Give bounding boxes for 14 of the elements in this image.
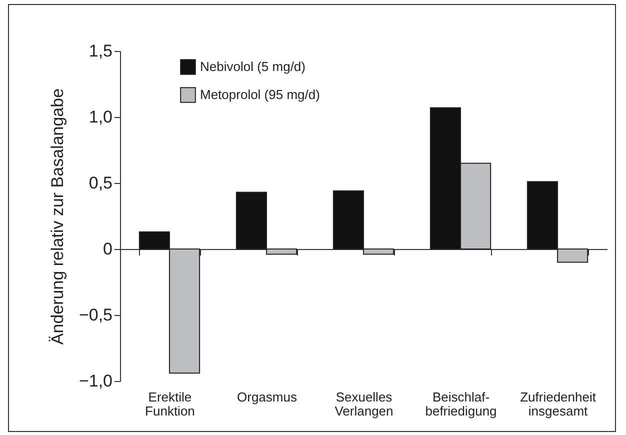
x-tick-label: Erektile Funktion xyxy=(145,390,195,418)
y-tick-label: 1,0 xyxy=(88,108,112,126)
y-tick-label: 1,5 xyxy=(88,42,112,60)
y-tick-label: −1,0 xyxy=(78,372,112,390)
x-tick-label: Zufriedenheit insgesamt xyxy=(520,390,596,418)
y-tick-label: 0 xyxy=(103,240,112,258)
y-axis-title: Änderung relativ zur Basalangabe xyxy=(48,88,67,345)
x-tick-label: Sexuelles Verlangen xyxy=(334,390,394,418)
legend-label: Nebivolol (5 mg/d) xyxy=(200,59,306,74)
x-tick-label: Orgasmus xyxy=(237,390,298,404)
x-tick-label: Beischlaf- befriedigung xyxy=(425,390,497,418)
legend-label: Metoprolol (95 mg/d) xyxy=(200,87,320,102)
y-tick-label: 0,5 xyxy=(88,174,112,192)
y-tick-label: −0,5 xyxy=(78,306,112,324)
